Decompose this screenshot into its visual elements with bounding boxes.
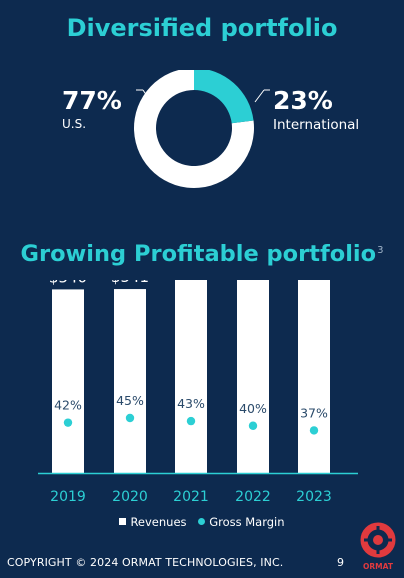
legend-gross-margin: Gross Margin [198,514,285,529]
margin-label-2019: 42% [54,398,82,413]
diversified-portfolio-title: Diversified portfolio [66,14,338,42]
international-label: International [273,117,360,133]
margin-label-2020: 45% [116,393,144,408]
revenue-bar-chart: $54042%2019$54145%2020$58643%2021$63240%… [38,280,358,505]
legend-revenues-label: Revenues [130,514,187,529]
international-percentage: 23% [273,86,333,115]
margin-dot-2021 [186,416,196,426]
copyright-footer: COPYRIGHT © 2024 ORMAT TECHNOLOGIES, INC… [7,556,284,569]
legend-gross-margin-label: Gross Margin [209,514,285,529]
title2-footnote: 3 [377,244,384,256]
year-label-2021: 2021 [173,489,209,505]
donut-slice-international [194,70,254,124]
revenue-bar-2022 [237,280,269,473]
intl-leader-line-diagonal [254,89,265,103]
year-label-2023: 2023 [296,489,332,505]
revenue-bar-2020 [114,289,146,473]
revenue-label-2019: $540 [49,280,87,286]
margin-dot-2020 [125,413,135,423]
margin-label-2023: 37% [300,405,328,420]
revenue-bar-2023 [298,280,330,473]
margin-dot-2023 [309,426,319,435]
year-label-2020: 2020 [112,489,148,505]
legend-revenues: Revenues [119,514,187,529]
revenue-label-2020: $541 [111,280,149,286]
growing-profitable-portfolio-title: Growing Profitable portfolio3 [0,241,404,267]
revenue-bar-2021 [175,280,207,473]
revenues-swatch [119,518,127,525]
portfolio-donut-chart [134,70,270,188]
margin-label-2021: 43% [177,396,205,411]
year-label-2019: 2019 [50,489,86,505]
logo-center [373,535,383,545]
chart-legend: Revenues Gross Margin [0,514,404,529]
logo-text: ORMAT [363,562,394,571]
ormat-logo: ORMAT [360,522,396,571]
us-percentage: 77% [62,86,122,115]
revenue-bar-2019 [52,289,84,473]
us-label: U.S. [62,117,87,131]
year-label-2022: 2022 [235,489,271,505]
donut-slice-u-s [134,70,254,188]
title2-text: Growing Profitable portfolio [20,241,377,267]
gross-margin-swatch [198,518,206,525]
margin-dot-2019 [63,418,73,427]
page-number: 9 [337,556,344,569]
margin-label-2022: 40% [239,401,267,416]
margin-dot-2022 [248,421,258,430]
